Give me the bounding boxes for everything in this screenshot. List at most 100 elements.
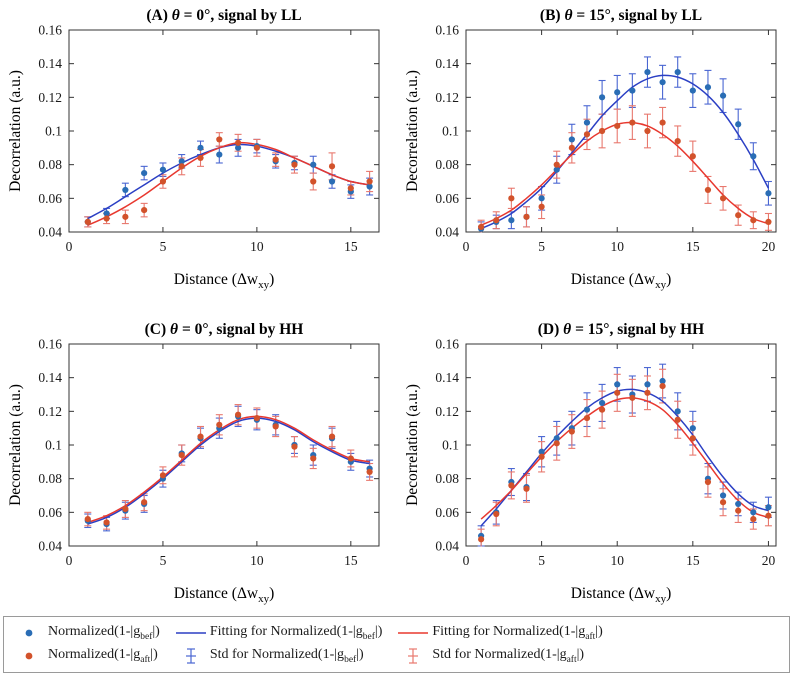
svg-text:0.14: 0.14 <box>435 56 459 71</box>
axis-ticks <box>68 29 379 233</box>
svg-text:0.14: 0.14 <box>38 370 62 385</box>
svg-text:15: 15 <box>686 239 700 254</box>
chart-svg-D: 0 5 10 15 20 0.04 0.06 0.08 0.1 0.12 0.14 0.16 (D) θ… <box>404 321 776 605</box>
svg-text:0: 0 <box>66 553 73 568</box>
legend-entry-std-bef: Std for Normalized(1-|gbef|) <box>174 647 383 665</box>
chart-title: (C) θ = 0°, signal by HH <box>145 321 304 338</box>
svg-text:0.06: 0.06 <box>435 505 459 520</box>
scatter-bef <box>84 143 373 225</box>
scatter-aft <box>84 136 373 225</box>
svg-text:5: 5 <box>538 239 545 254</box>
subplot-B: 0 5 10 15 20 0.04 0.06 0.08 0.1 0.12 0.14 0.16 (B) θ… <box>402 2 788 292</box>
svg-text:0: 0 <box>66 239 73 254</box>
y-axis-label: Decorrelation (a.u.) <box>7 384 24 506</box>
axis-ticks <box>465 29 776 233</box>
svg-text:0.06: 0.06 <box>38 505 62 520</box>
svg-text:15: 15 <box>344 239 358 254</box>
svg-text:20: 20 <box>761 553 775 568</box>
svg-text:0.06: 0.06 <box>435 191 459 206</box>
svg-text:0: 0 <box>462 553 469 568</box>
data-layer <box>84 404 374 532</box>
svg-text:0.16: 0.16 <box>38 23 62 38</box>
svg-text:0: 0 <box>462 239 469 254</box>
legend-label: Fitting for Normalized(1-|gbef|) <box>209 624 383 642</box>
svg-text:0.08: 0.08 <box>435 471 459 486</box>
scatter-aft <box>477 119 772 231</box>
tick-labels: 0 5 10 15 0.04 0.06 0.08 0.1 0.12 0.14 0.16 <box>38 337 357 569</box>
data-layer <box>477 363 772 547</box>
chart-svg-A: 0 5 10 15 0.04 0.06 0.08 0.1 0.12 0.14 0.16 (A) θ =… <box>7 7 380 291</box>
tick-labels: 0 5 10 15 20 0.04 0.06 0.08 0.1 0.12 0.14 0.16 <box>435 337 775 569</box>
svg-text:10: 10 <box>250 553 264 568</box>
svg-text:0.1: 0.1 <box>45 438 62 453</box>
svg-text:0.14: 0.14 <box>38 56 62 71</box>
fit-line-aft <box>480 121 769 226</box>
tick-labels: 0 5 10 15 20 0.04 0.06 0.08 0.1 0.12 0.14 0.16 <box>435 23 775 255</box>
legend-dot-icon <box>25 629 33 637</box>
fit-line-bef <box>87 417 370 525</box>
svg-text:0.04: 0.04 <box>38 539 62 554</box>
axis-ticks <box>68 343 379 547</box>
svg-text:5: 5 <box>160 553 167 568</box>
legend: Normalized(1-|gbef|) Normalized(1-|gaft|)… <box>3 616 790 673</box>
fit-line-bef <box>480 74 769 230</box>
legend-entry-normalized-aft: Normalized(1-|gaft|) <box>12 647 160 665</box>
legend-entry-fitting-bef: Fitting for Normalized(1-|gbef|) <box>174 624 383 642</box>
svg-text:15: 15 <box>344 553 358 568</box>
data-layer <box>84 132 374 228</box>
scatter-aft <box>477 382 772 543</box>
plots-grid: 0 5 10 15 0.04 0.06 0.08 0.1 0.12 0.14 0.16 (A) θ =… <box>0 2 793 606</box>
legend-label: Normalized(1-|gaft|) <box>48 647 158 666</box>
subplot-A: 0 5 10 15 0.04 0.06 0.08 0.1 0.12 0.14 0.16 (A) θ =… <box>5 2 391 292</box>
svg-text:0.12: 0.12 <box>435 90 459 105</box>
svg-text:0.08: 0.08 <box>38 157 62 172</box>
fit-line-aft <box>480 397 769 520</box>
svg-text:10: 10 <box>610 553 624 568</box>
x-axis-label: Distance (Δwxy) <box>174 585 275 605</box>
legend-label: Std for Normalized(1-|gaft|) <box>432 647 585 666</box>
svg-text:0.08: 0.08 <box>435 157 459 172</box>
legend-line-icon <box>175 632 206 634</box>
svg-text:10: 10 <box>250 239 264 254</box>
svg-text:0.04: 0.04 <box>38 225 62 240</box>
x-axis-label: Distance (Δwxy) <box>570 271 671 291</box>
svg-text:0.12: 0.12 <box>38 90 62 105</box>
svg-text:5: 5 <box>160 239 167 254</box>
svg-text:0.1: 0.1 <box>442 438 459 453</box>
legend-grid: Normalized(1-|gbef|) Normalized(1-|gaft|)… <box>12 624 781 666</box>
scatter-aft <box>84 411 373 526</box>
svg-text:0.1: 0.1 <box>442 124 459 139</box>
subplot-C: 0 5 10 15 0.04 0.06 0.08 0.1 0.12 0.14 0.16 (C) θ =… <box>5 316 391 606</box>
svg-text:20: 20 <box>761 239 775 254</box>
svg-text:0.04: 0.04 <box>435 539 459 554</box>
svg-text:0.16: 0.16 <box>435 337 459 352</box>
plot-box <box>465 343 776 547</box>
legend-label: Fitting for Normalized(1-|gaft|) <box>432 624 603 642</box>
svg-text:0.1: 0.1 <box>45 124 62 139</box>
chart-title: (D) θ = 15°, signal by HH <box>537 321 703 338</box>
chart-title: (B) θ = 15°, signal by LL <box>539 7 701 24</box>
data-layer <box>477 56 772 233</box>
legend-entry-std-aft: Std for Normalized(1-|gaft|) <box>396 647 602 665</box>
legend-label: Std for Normalized(1-|gbef|) <box>209 647 364 666</box>
tick-labels: 0 5 10 15 0.04 0.06 0.08 0.1 0.12 0.14 0.16 <box>38 23 357 255</box>
fit-line-bef <box>480 388 769 527</box>
x-axis-label: Distance (Δwxy) <box>570 585 671 605</box>
svg-text:0.04: 0.04 <box>435 225 459 240</box>
legend-errbar-icon <box>408 648 419 664</box>
svg-text:0.16: 0.16 <box>435 23 459 38</box>
legend-label: Normalized(1-|gbef|) <box>48 624 160 642</box>
y-axis-label: Decorrelation (a.u.) <box>404 70 421 192</box>
svg-text:5: 5 <box>538 553 545 568</box>
svg-text:0.14: 0.14 <box>435 370 459 385</box>
legend-errbar-icon <box>185 648 196 664</box>
plot-box <box>68 29 380 233</box>
y-axis-label: Decorrelation (a.u.) <box>7 70 24 192</box>
legend-entry-fitting-aft: Fitting for Normalized(1-|gaft|) <box>396 624 603 642</box>
fit-line-aft <box>87 415 370 524</box>
svg-text:0.06: 0.06 <box>38 191 62 206</box>
subplot-D: 0 5 10 15 20 0.04 0.06 0.08 0.1 0.12 0.14 0.16 (D) θ… <box>402 316 788 606</box>
svg-text:15: 15 <box>686 553 700 568</box>
svg-text:0.12: 0.12 <box>435 404 459 419</box>
